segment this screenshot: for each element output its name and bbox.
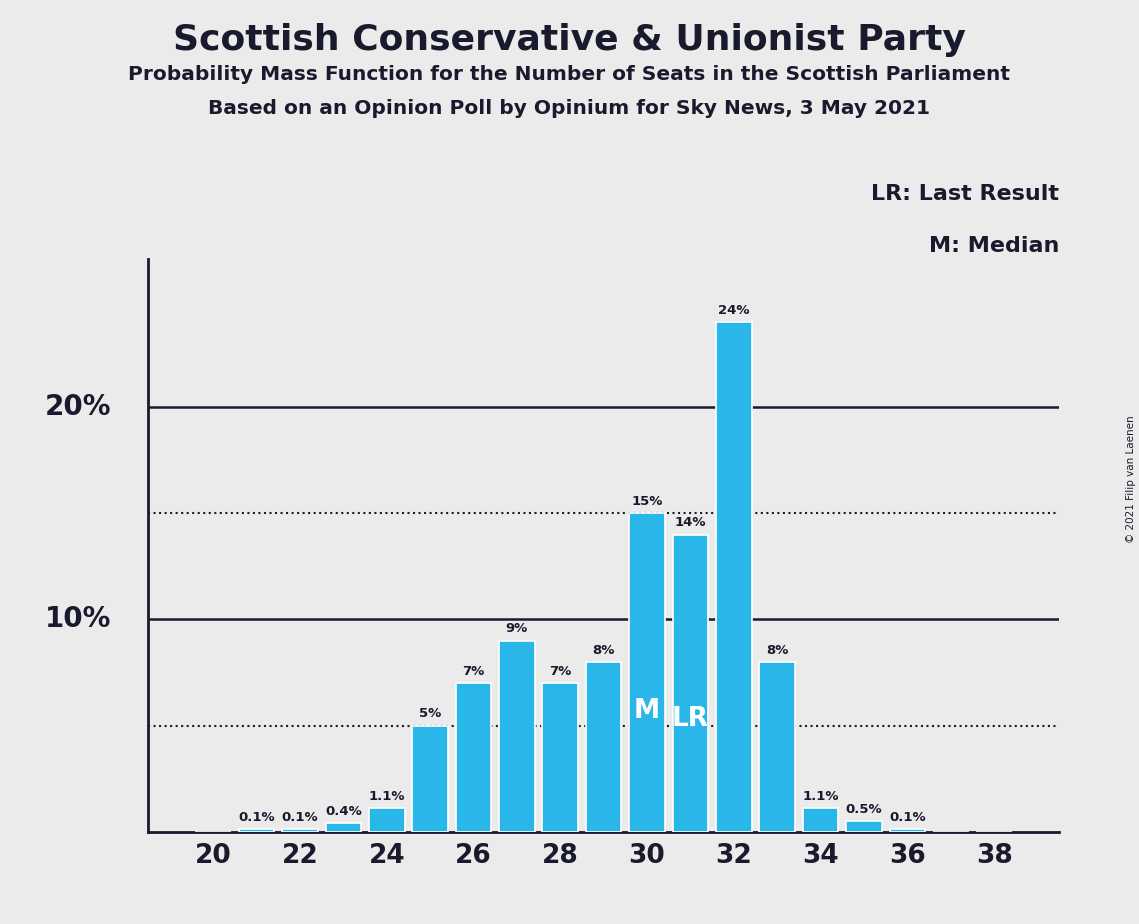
- Bar: [456, 683, 491, 832]
- Text: LR: LR: [672, 706, 708, 732]
- Text: 0.1%: 0.1%: [238, 811, 274, 824]
- Text: 14%: 14%: [674, 517, 706, 529]
- Text: © 2021 Filip van Laenen: © 2021 Filip van Laenen: [1126, 416, 1136, 543]
- Text: 5%: 5%: [419, 707, 441, 720]
- Text: 0.5%: 0.5%: [845, 803, 883, 816]
- Bar: [499, 640, 534, 832]
- Text: 10%: 10%: [46, 605, 112, 634]
- Bar: [760, 662, 795, 832]
- Text: 8%: 8%: [592, 643, 615, 657]
- Text: 15%: 15%: [631, 495, 663, 508]
- Text: 7%: 7%: [462, 664, 484, 678]
- Text: Scottish Conservative & Unionist Party: Scottish Conservative & Unionist Party: [173, 23, 966, 57]
- Bar: [846, 821, 882, 832]
- Text: Probability Mass Function for the Number of Seats in the Scottish Parliament: Probability Mass Function for the Number…: [129, 65, 1010, 84]
- Bar: [542, 683, 579, 832]
- Text: 0.1%: 0.1%: [890, 811, 926, 824]
- Bar: [803, 808, 838, 832]
- Bar: [673, 535, 708, 832]
- Bar: [326, 823, 361, 832]
- Text: 0.4%: 0.4%: [325, 805, 362, 818]
- Bar: [629, 514, 665, 832]
- Bar: [239, 830, 274, 832]
- Text: 24%: 24%: [718, 304, 749, 317]
- Text: LR: Last Result: LR: Last Result: [871, 184, 1059, 204]
- Bar: [716, 322, 752, 832]
- Text: 1.1%: 1.1%: [369, 790, 405, 803]
- Bar: [282, 830, 318, 832]
- Bar: [369, 808, 404, 832]
- Text: 20%: 20%: [46, 394, 112, 421]
- Text: 0.1%: 0.1%: [281, 811, 318, 824]
- Text: M: Median: M: Median: [929, 236, 1059, 256]
- Bar: [585, 662, 622, 832]
- Text: 7%: 7%: [549, 664, 572, 678]
- Bar: [412, 725, 448, 832]
- Text: 1.1%: 1.1%: [802, 790, 838, 803]
- Text: M: M: [634, 698, 661, 723]
- Text: Based on an Opinion Poll by Opinium for Sky News, 3 May 2021: Based on an Opinion Poll by Opinium for …: [208, 99, 931, 118]
- Text: 8%: 8%: [767, 643, 788, 657]
- Text: 9%: 9%: [506, 623, 528, 636]
- Bar: [890, 830, 925, 832]
